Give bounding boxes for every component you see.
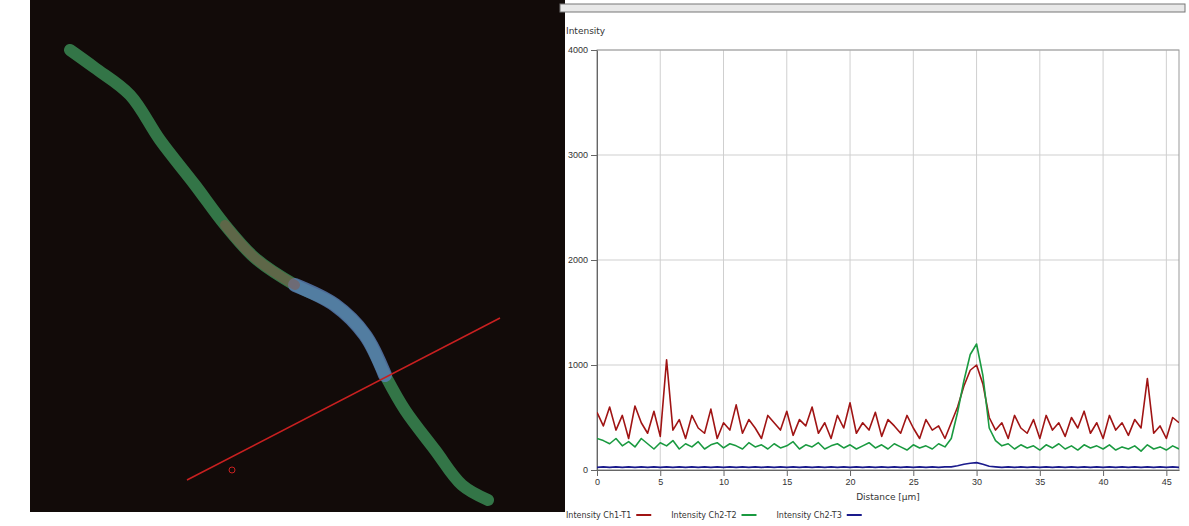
- x-tick-label: 10: [719, 477, 729, 487]
- x-tick-mark: [724, 470, 725, 476]
- y-tick: 4000: [568, 45, 597, 55]
- x-tick: 25: [909, 470, 919, 487]
- legend-swatch: [742, 514, 757, 516]
- legend-label: Intensity Ch1-T1: [566, 511, 631, 520]
- x-tick-mark: [977, 470, 978, 476]
- x-tick-label: 15: [782, 477, 792, 487]
- x-axis-line: [598, 470, 1180, 471]
- x-tick-mark: [850, 470, 851, 476]
- y-tick-mark: [591, 260, 597, 261]
- y-tick-label: 2000: [568, 255, 588, 265]
- y-tick-mark: [591, 155, 597, 156]
- legend: Intensity Ch1-T1 Intensity Ch2-T2 Intensit…: [566, 511, 862, 520]
- x-tick-mark: [660, 470, 661, 476]
- x-tick-mark: [1103, 470, 1104, 476]
- y-axis-title: Intensity: [566, 26, 606, 36]
- x-tick: 20: [846, 470, 856, 487]
- series-line: [597, 463, 1179, 468]
- y-axis-line: [597, 51, 598, 471]
- x-tick-mark: [1166, 470, 1167, 476]
- x-tick: 0: [595, 470, 600, 487]
- x-tick: 45: [1162, 470, 1172, 487]
- legend-label: Intensity Ch2-T3: [777, 511, 842, 520]
- y-tick: 2000: [568, 255, 597, 265]
- x-tick: 40: [1099, 470, 1109, 487]
- image-background: [30, 0, 565, 512]
- legend-swatch: [636, 514, 651, 516]
- x-tick-label: 30: [972, 477, 982, 487]
- x-tick-label: 45: [1162, 477, 1172, 487]
- profile-line: [187, 318, 500, 480]
- profile-start: [229, 467, 235, 473]
- x-tick-label: 40: [1099, 477, 1109, 487]
- series-line: [597, 344, 1179, 451]
- series-line: [597, 360, 1179, 439]
- x-tick-mark: [597, 470, 598, 476]
- chart: 0 5 10 15 20 25 30 35 40 45 0 1000 2000 3000 4000 Inten…: [566, 26, 1180, 520]
- image-panel: [30, 0, 565, 512]
- grid-line-y: [597, 155, 1179, 156]
- x-tick-label: 20: [846, 477, 856, 487]
- x-tick: 10: [719, 470, 729, 487]
- y-tick-label: 4000: [568, 45, 588, 55]
- x-tick: 35: [1035, 470, 1045, 487]
- y-tick-mark: [591, 470, 597, 471]
- x-tick-mark: [787, 470, 788, 476]
- y-axis: 0 1000 2000 3000 4000: [568, 45, 598, 475]
- x-tick: 30: [972, 470, 982, 487]
- x-tick-label: 5: [658, 477, 663, 487]
- x-axis: 0 5 10 15 20 25 30 35 40 45: [595, 470, 1180, 487]
- grid-line-y: [597, 365, 1179, 366]
- y-tick-label: 3000: [568, 150, 588, 160]
- x-tick-mark: [1040, 470, 1041, 476]
- y-tick-mark: [591, 50, 597, 51]
- legend-swatch: [847, 514, 862, 516]
- fiber-core: [295, 285, 385, 375]
- y-tick-mark: [591, 365, 597, 366]
- grid: [597, 50, 1179, 470]
- fiber-tip: [225, 225, 295, 285]
- series-lines: [597, 344, 1179, 467]
- x-tick-label: 25: [909, 477, 919, 487]
- grid-line-y: [597, 260, 1179, 261]
- x-tick: 5: [658, 470, 663, 487]
- legend-label: Intensity Ch2-T2: [671, 511, 736, 520]
- x-tick-mark: [913, 470, 914, 476]
- x-tick-label: 35: [1035, 477, 1045, 487]
- y-tick: 3000: [568, 150, 597, 160]
- x-axis-title: Distance [µm]: [856, 492, 920, 502]
- y-tick: 0: [583, 465, 597, 475]
- plot-frame: [597, 50, 1179, 470]
- canvas: 0 5 10 15 20 25 30 35 40 45 0 1000 2000 3000 4000 Inten…: [0, 0, 1189, 526]
- toolbar: [560, 4, 1185, 12]
- y-tick-label: 1000: [568, 360, 588, 370]
- y-tick: 1000: [568, 360, 597, 370]
- x-tick: 15: [782, 470, 792, 487]
- y-tick-label: 0: [583, 465, 588, 475]
- x-tick-label: 0: [595, 477, 600, 487]
